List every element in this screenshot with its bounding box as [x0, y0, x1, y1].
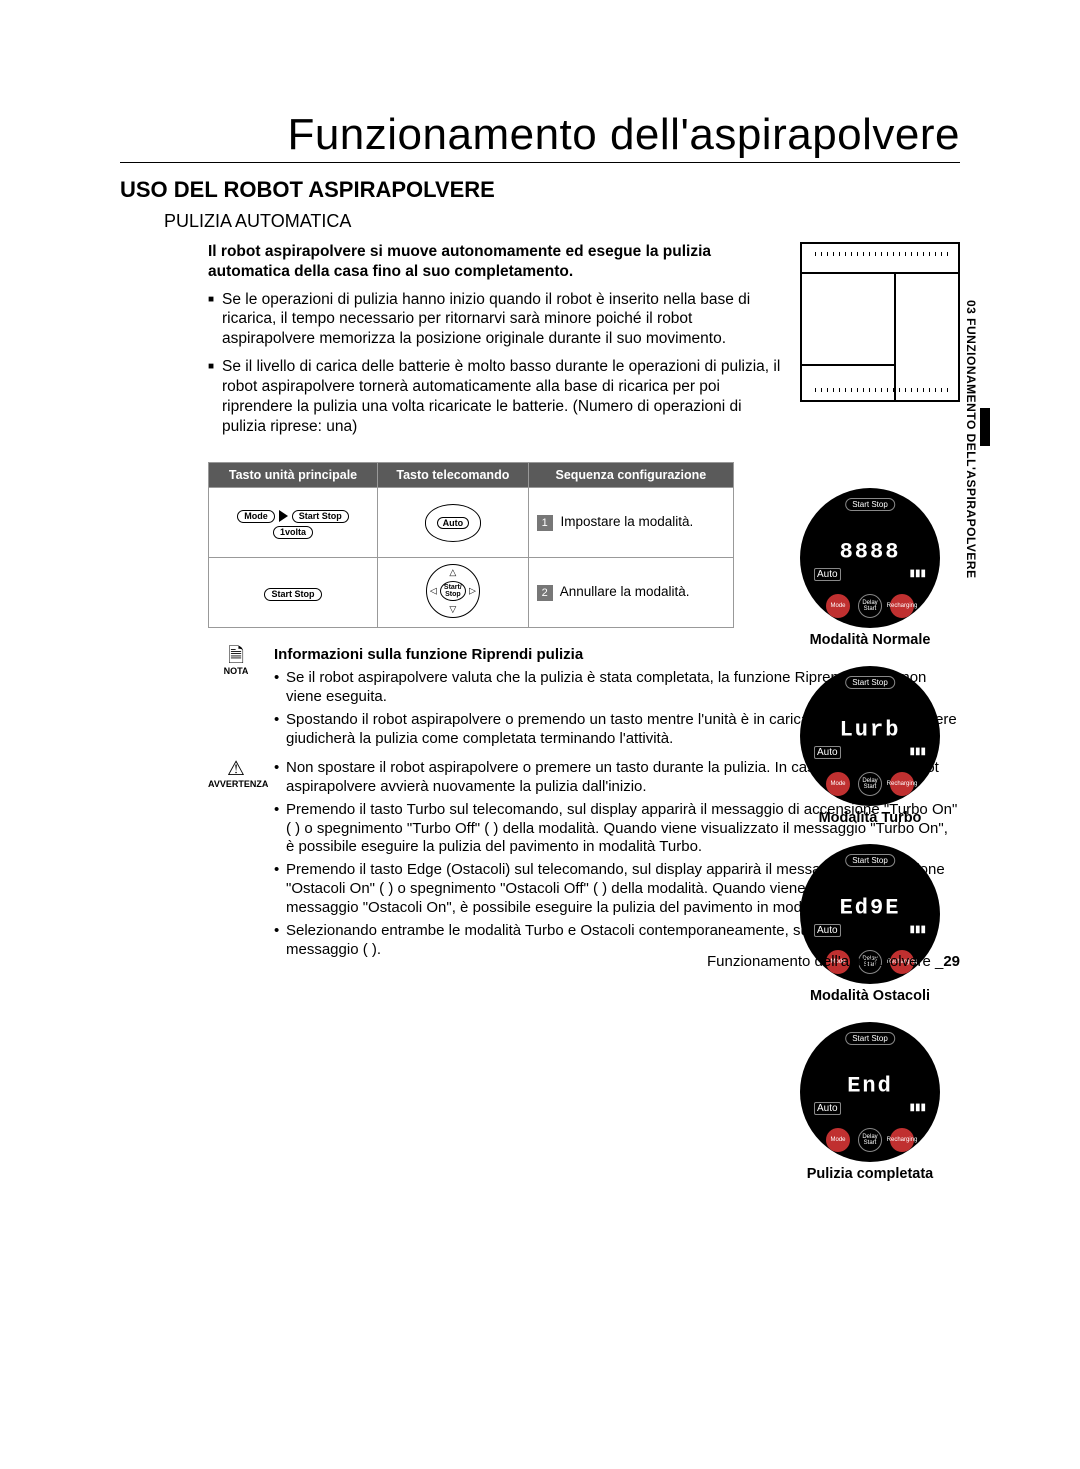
- side-marker: [980, 408, 990, 446]
- remote-dpad-icon: △▽ ◁▷ Start/ Stop: [426, 564, 480, 618]
- subsection-title: PULIZIA AUTOMATICA: [164, 211, 960, 232]
- warning-label: ⚠ AVVERTENZA: [208, 759, 264, 964]
- step-number: 1: [537, 515, 553, 531]
- remote-oval-icon: Auto: [425, 504, 481, 542]
- remote-center-button: Start/ Stop: [440, 581, 466, 601]
- th-unit: Tasto unità principale: [209, 463, 378, 488]
- floorplan-diagram: [800, 242, 960, 402]
- display-text: Ed9E: [840, 896, 901, 921]
- step-text: Impostare la modalità.: [560, 514, 693, 529]
- display-caption: Modalità Normale: [790, 632, 950, 648]
- display-caption: Pulizia completata: [790, 1166, 950, 1182]
- intro-bold: Il robot aspirapolvere si muove autonoma…: [208, 242, 786, 282]
- startstop-button-icon: Start Stop: [292, 510, 349, 523]
- mode-button-icon: Mode: [237, 510, 275, 523]
- robot-delay-button: Delay Start: [858, 594, 882, 618]
- side-tab: 03 FUNZIONAMENTO DELL'ASPIRAPOLVERE: [964, 300, 978, 579]
- robot-display: Start Stop End Auto ▮▮▮ Mode Delay Start…: [800, 1022, 940, 1162]
- robot-mode-button: Mode: [826, 594, 850, 618]
- robot-display: Start Stop 8888 Auto ▮▮▮ Mode Delay Star…: [800, 488, 940, 628]
- display-text: 8888: [840, 540, 901, 565]
- display-column: Start Stop 8888 Auto ▮▮▮ Mode Delay Star…: [790, 488, 950, 1200]
- step-text: Annullare la modalità.: [560, 584, 690, 599]
- mode-table: Tasto unità principale Tasto telecomando…: [208, 462, 734, 628]
- intro-bullet: Se le operazioni di pulizia hanno inizio…: [208, 290, 786, 349]
- battery-icon: ▮▮▮: [909, 568, 926, 579]
- arrow-icon: [279, 510, 288, 522]
- table-row: Start Stop △▽ ◁▷ Start/ Stop 2 Annullare…: [209, 558, 734, 628]
- startstop-button-icon: Start Stop: [264, 588, 321, 601]
- table-row: Mode Start Stop 1volta Auto 1 Impostare …: [209, 488, 734, 558]
- page-footer: Funzionamento dell'aspirapolvere _29: [707, 953, 960, 970]
- th-seq: Sequenza configurazione: [528, 463, 733, 488]
- th-remote: Tasto telecomando: [378, 463, 529, 488]
- robot-display: Start Stop Lurb Auto ▮▮▮ Mode Delay Star…: [800, 666, 940, 806]
- display-caption: Modalità Turbo: [790, 810, 950, 826]
- display-caption: Modalità Ostacoli: [790, 988, 950, 1004]
- robot-recharge-button: Recharging: [890, 594, 914, 618]
- note-label: 🗎 NOTA: [208, 646, 264, 752]
- intro-bullet: Se il livello di carica delle batterie è…: [208, 357, 786, 436]
- display-text: Lurb: [840, 718, 901, 743]
- once-label: 1volta: [273, 526, 313, 539]
- warning-icon: ⚠: [208, 759, 264, 779]
- note-icon: 🗎: [208, 646, 264, 666]
- step-number: 2: [537, 585, 553, 601]
- remote-auto-button: Auto: [437, 517, 470, 529]
- section-title: USO DEL ROBOT ASPIRAPOLVERE: [120, 177, 960, 203]
- page-title: Funzionamento dell'aspirapolvere: [120, 110, 960, 163]
- display-text: End: [847, 1074, 893, 1099]
- auto-indicator-icon: Auto: [814, 568, 841, 581]
- robot-top-button: Start Stop: [845, 498, 895, 511]
